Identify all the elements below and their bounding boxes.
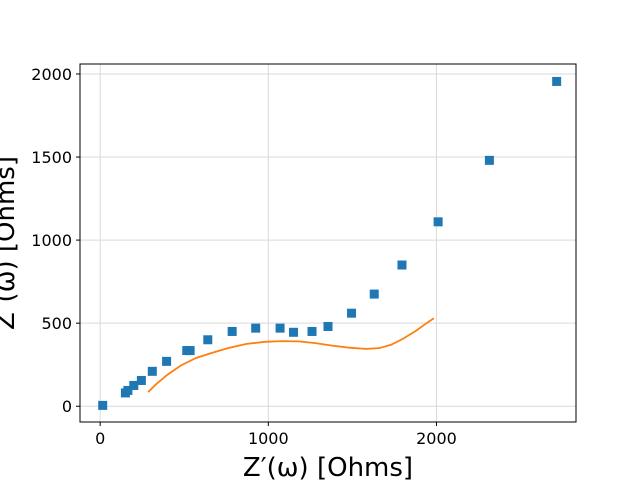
fit-line	[147, 317, 435, 393]
data-point	[129, 380, 139, 390]
data-point	[433, 217, 443, 227]
y-tick-label: 1500	[31, 148, 72, 167]
y-tick-label: 0	[62, 397, 72, 416]
data-point	[484, 155, 494, 165]
data-point	[136, 375, 146, 385]
data-point	[123, 385, 133, 395]
data-point	[323, 321, 333, 331]
data-point	[147, 366, 157, 376]
data-point	[203, 335, 213, 345]
y-axis-label: Z″(ω) [Ohms]	[0, 156, 21, 330]
data-point	[162, 356, 172, 366]
data-point	[552, 76, 562, 86]
data-marker-layer	[98, 76, 562, 410]
data-point	[347, 308, 357, 318]
data-point	[397, 260, 407, 270]
x-axis-label: Z′(ω) [Ohms]	[243, 453, 413, 480]
data-point	[251, 323, 261, 333]
x-tick-label: 0	[95, 429, 105, 448]
y-tick-label: 1000	[31, 231, 72, 250]
x-tick-label: 1000	[248, 429, 289, 448]
data-point	[185, 346, 195, 356]
data-point	[369, 289, 379, 299]
plot-frame	[79, 63, 577, 423]
x-tick-label: 2000	[416, 429, 457, 448]
fit-line-layer	[147, 317, 435, 393]
data-point	[275, 323, 285, 333]
y-tick-label: 500	[41, 314, 72, 333]
data-point	[98, 400, 108, 410]
y-tick-label: 2000	[31, 65, 72, 84]
data-point	[307, 326, 317, 336]
data-point	[227, 326, 237, 336]
data-point	[289, 327, 299, 337]
axis-ticks: 0 1000 2000 0 500 1000 1500 2000	[31, 65, 457, 448]
